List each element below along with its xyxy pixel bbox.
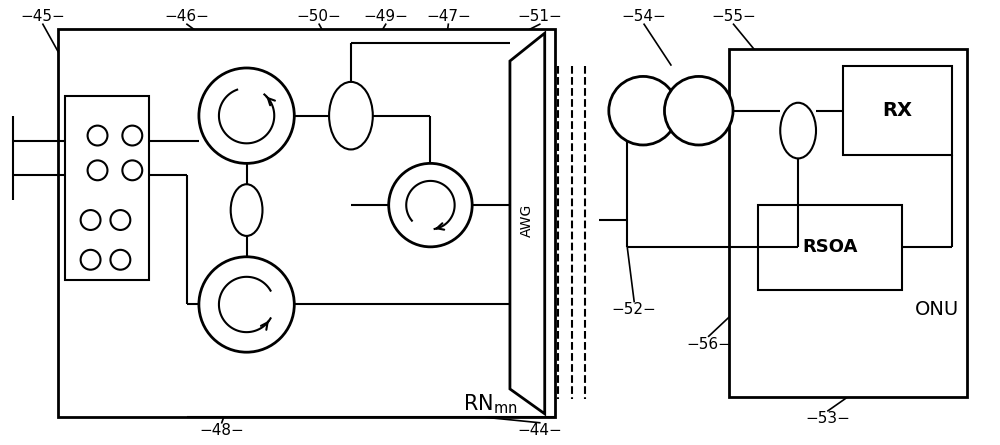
Circle shape — [664, 77, 733, 145]
Circle shape — [88, 160, 107, 180]
Text: −49−: −49− — [363, 9, 408, 24]
Circle shape — [389, 163, 472, 247]
Ellipse shape — [780, 103, 816, 158]
Text: −47−: −47− — [426, 9, 471, 24]
Text: −48−: −48− — [199, 423, 244, 438]
Bar — [843, 66, 952, 155]
Circle shape — [81, 210, 101, 230]
Circle shape — [110, 210, 130, 230]
Text: −56−: −56− — [686, 337, 731, 352]
Circle shape — [122, 160, 142, 180]
Bar — [758, 205, 902, 290]
Ellipse shape — [329, 82, 373, 150]
Bar — [729, 49, 967, 397]
Text: −46−: −46− — [165, 9, 209, 24]
Text: RSOA: RSOA — [802, 238, 858, 256]
Text: −50−: −50− — [297, 9, 342, 24]
Text: $\mathrm{RN_{mn}}$: $\mathrm{RN_{mn}}$ — [463, 392, 517, 416]
Bar — [58, 29, 555, 417]
Text: RX: RX — [883, 101, 913, 120]
Text: −52−: −52− — [612, 302, 657, 317]
Circle shape — [81, 250, 101, 270]
Text: ONU: ONU — [915, 300, 959, 319]
Text: −51−: −51− — [517, 9, 562, 24]
Text: −44−: −44− — [517, 423, 562, 438]
Circle shape — [122, 125, 142, 146]
Text: AWG: AWG — [520, 203, 534, 237]
Polygon shape — [510, 33, 545, 414]
Circle shape — [110, 250, 130, 270]
Circle shape — [609, 77, 677, 145]
Text: −53−: −53− — [806, 411, 850, 426]
Ellipse shape — [231, 184, 262, 236]
Circle shape — [199, 68, 294, 163]
Circle shape — [199, 257, 294, 352]
Bar — [65, 96, 149, 279]
Text: −54−: −54− — [622, 9, 666, 24]
Circle shape — [88, 125, 107, 146]
Text: −45−: −45− — [20, 9, 65, 24]
Text: −55−: −55− — [711, 9, 756, 24]
